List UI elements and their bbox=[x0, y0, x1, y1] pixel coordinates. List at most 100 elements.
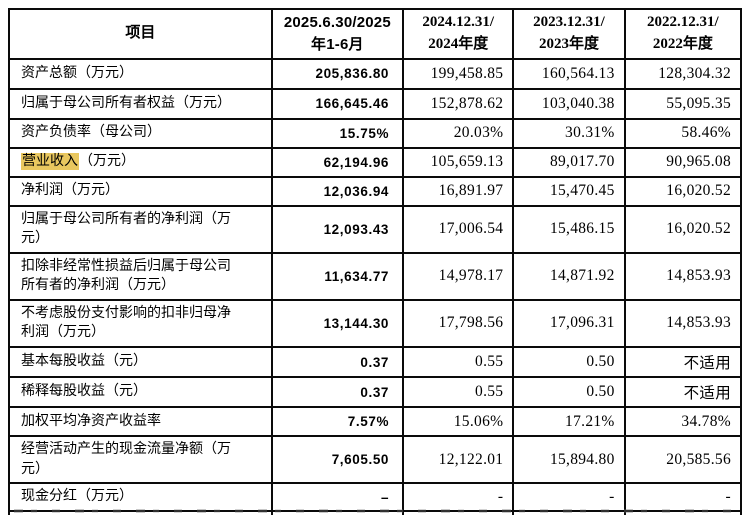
financial-summary-table: 项目 2025.6.30/2025 年1-6月 2024.12.31/ 2024… bbox=[8, 8, 743, 515]
value-cell: 103,040.38 bbox=[512, 87, 626, 120]
table-row-net-profit-parent: 归属于母公司所有者的净利润（万元） 12,093.43 17,006.54 15… bbox=[8, 204, 743, 254]
period-line2: 年1-6月 bbox=[311, 35, 364, 53]
value-cell: 17.21% bbox=[512, 406, 626, 438]
value-cell: 3.78% bbox=[270, 509, 405, 515]
value-cell: 15,470.45 bbox=[512, 175, 626, 207]
table-row-weighted-avg-roe: 加权平均净资产收益率 7.57% 15.06% 17.21% 34.78% bbox=[8, 406, 743, 438]
table-row-deducted-net-profit-ex-share-payment: 不考虑股份支付影响的扣非归母净利润（万元） 13,144.30 17,798.5… bbox=[8, 298, 743, 349]
table-row-deducted-net-profit: 扣除非经常性损益后归属于母公司所有者的净利润（万元） 11,634.77 14,… bbox=[8, 251, 743, 301]
value-cell: 17,096.31 bbox=[512, 298, 626, 349]
value-cell: 15.06% bbox=[402, 406, 515, 438]
row-label: 净利润（万元） bbox=[8, 175, 273, 207]
table-row-operating-cash-flow: 经营活动产生的现金流量净额（万元） 7,605.50 12,122.01 15,… bbox=[8, 435, 743, 485]
period-line1: 2025.6.30/2025 bbox=[283, 14, 391, 31]
table-row-cash-dividend: 现金分红（万元） – - - - bbox=[8, 482, 743, 512]
row-label: 稀释每股收益（元） bbox=[8, 376, 273, 409]
row-label: 加权平均净资产收益率 bbox=[8, 406, 273, 438]
value-cell: 7.57% bbox=[270, 406, 405, 438]
period-line1: 2023.12.31/ bbox=[533, 14, 605, 30]
value-cell: 205,836.80 bbox=[270, 57, 405, 90]
period-line1: 2022.12.31/ bbox=[646, 14, 719, 30]
value-cell: 62,194.96 bbox=[270, 146, 405, 178]
value-cell: 17,006.54 bbox=[402, 204, 515, 254]
row-label: 归属于母公司所有者权益（万元） bbox=[8, 87, 273, 120]
table-row-basic-eps: 基本每股收益（元） 0.37 0.55 0.50 不适用 bbox=[8, 346, 743, 379]
value-cell: 7,605.50 bbox=[270, 435, 405, 485]
row-label: 研发费用占营业收入的比例 bbox=[8, 509, 273, 515]
value-cell: 152,878.62 bbox=[402, 87, 515, 120]
period-line2: 2024年度 bbox=[428, 35, 489, 52]
table-row-net-profit: 净利润（万元） 12,036.94 16,891.97 15,470.45 16… bbox=[8, 175, 743, 207]
row-label: 资产负债率（母公司） bbox=[8, 117, 273, 149]
value-cell: 20,585.56 bbox=[623, 435, 743, 485]
value-cell: 13,144.30 bbox=[270, 298, 405, 349]
column-header-period-2023: 2023.12.31/ 2023年度 bbox=[512, 8, 626, 60]
value-cell: 16,891.97 bbox=[402, 175, 515, 207]
value-cell: 15.75% bbox=[270, 117, 405, 149]
value-cell: 105,659.13 bbox=[402, 146, 515, 178]
clipped-next-line-text bbox=[14, 509, 736, 513]
value-cell: 14,871.92 bbox=[512, 251, 626, 301]
value-cell: 0.50 bbox=[512, 376, 626, 409]
header-row: 项目 2025.6.30/2025 年1-6月 2024.12.31/ 2024… bbox=[8, 8, 743, 60]
value-cell: 90,965.08 bbox=[623, 146, 743, 178]
value-cell: 14,978.17 bbox=[402, 251, 515, 301]
period-line1: 2024.12.31/ bbox=[422, 14, 495, 30]
value-cell: 不适用 bbox=[623, 346, 743, 379]
value-cell: 89,017.70 bbox=[512, 146, 626, 178]
value-cell: - bbox=[512, 482, 626, 512]
value-cell: 12,093.43 bbox=[270, 204, 405, 254]
table-row-rd-expense-ratio: 研发费用占营业收入的比例 3.78% 3.75% 4.26% 3.59% bbox=[8, 509, 743, 515]
value-cell: 34.78% bbox=[623, 406, 743, 438]
row-label: 营业收入（万元） bbox=[8, 146, 273, 178]
value-cell: 11,634.77 bbox=[270, 251, 405, 301]
row-label: 扣除非经常性损益后归属于母公司所有者的净利润（万元） bbox=[8, 251, 273, 301]
table-row-parent-equity: 归属于母公司所有者权益（万元） 166,645.46 152,878.62 10… bbox=[8, 87, 743, 120]
row-label: 现金分红（万元） bbox=[8, 482, 273, 512]
value-cell: 20.03% bbox=[402, 117, 515, 149]
value-cell: 12,036.94 bbox=[270, 175, 405, 207]
column-header-item: 项目 bbox=[8, 8, 273, 60]
column-header-period-2024: 2024.12.31/ 2024年度 bbox=[402, 8, 515, 60]
value-cell: 0.37 bbox=[270, 376, 405, 409]
row-label: 基本每股收益（元） bbox=[8, 346, 273, 379]
highlighted-term: 营业收入 bbox=[21, 153, 79, 171]
value-cell: - bbox=[402, 482, 515, 512]
value-cell: 128,304.32 bbox=[623, 57, 743, 90]
row-label: 经营活动产生的现金流量净额（万元） bbox=[8, 435, 273, 485]
value-cell: 3.75% bbox=[402, 509, 515, 515]
period-line2: 2023年度 bbox=[538, 35, 599, 52]
value-cell: 15,894.80 bbox=[512, 435, 626, 485]
value-cell: 58.46% bbox=[623, 117, 743, 149]
row-label: 不考虑股份支付影响的扣非归母净利润（万元） bbox=[8, 298, 273, 349]
value-cell: 0.37 bbox=[270, 346, 405, 379]
value-cell: 16,020.52 bbox=[623, 175, 743, 207]
table-row-total-assets: 资产总额（万元） 205,836.80 199,458.85 160,564.1… bbox=[8, 57, 743, 90]
value-cell: 14,853.93 bbox=[623, 298, 743, 349]
value-cell: 12,122.01 bbox=[402, 435, 515, 485]
value-cell: 14,853.93 bbox=[623, 251, 743, 301]
table-row-debt-ratio: 资产负债率（母公司） 15.75% 20.03% 30.31% 58.46% bbox=[8, 117, 743, 149]
value-cell: 0.50 bbox=[512, 346, 626, 379]
value-cell: 30.31% bbox=[512, 117, 626, 149]
value-cell: 3.59% bbox=[623, 509, 743, 515]
value-cell: 55,095.35 bbox=[623, 87, 743, 120]
value-cell: 160,564.13 bbox=[512, 57, 626, 90]
table-row-operating-revenue: 营业收入（万元） 62,194.96 105,659.13 89,017.70 … bbox=[8, 146, 743, 178]
value-cell: - bbox=[623, 482, 743, 512]
value-cell: – bbox=[270, 482, 405, 512]
value-cell: 15,486.15 bbox=[512, 204, 626, 254]
value-cell: 199,458.85 bbox=[402, 57, 515, 90]
value-cell: 17,798.56 bbox=[402, 298, 515, 349]
value-cell: 16,020.52 bbox=[623, 204, 743, 254]
row-label: 归属于母公司所有者的净利润（万元） bbox=[8, 204, 273, 254]
period-line2: 2022年度 bbox=[652, 35, 713, 52]
value-cell: 4.26% bbox=[512, 509, 626, 515]
column-header-period-2025: 2025.6.30/2025 年1-6月 bbox=[270, 8, 405, 60]
value-cell: 0.55 bbox=[402, 346, 515, 379]
value-cell: 166,645.46 bbox=[270, 87, 405, 120]
table-row-diluted-eps: 稀释每股收益（元） 0.37 0.55 0.50 不适用 bbox=[8, 376, 743, 409]
row-label: 资产总额（万元） bbox=[8, 57, 273, 90]
value-cell: 不适用 bbox=[623, 376, 743, 409]
